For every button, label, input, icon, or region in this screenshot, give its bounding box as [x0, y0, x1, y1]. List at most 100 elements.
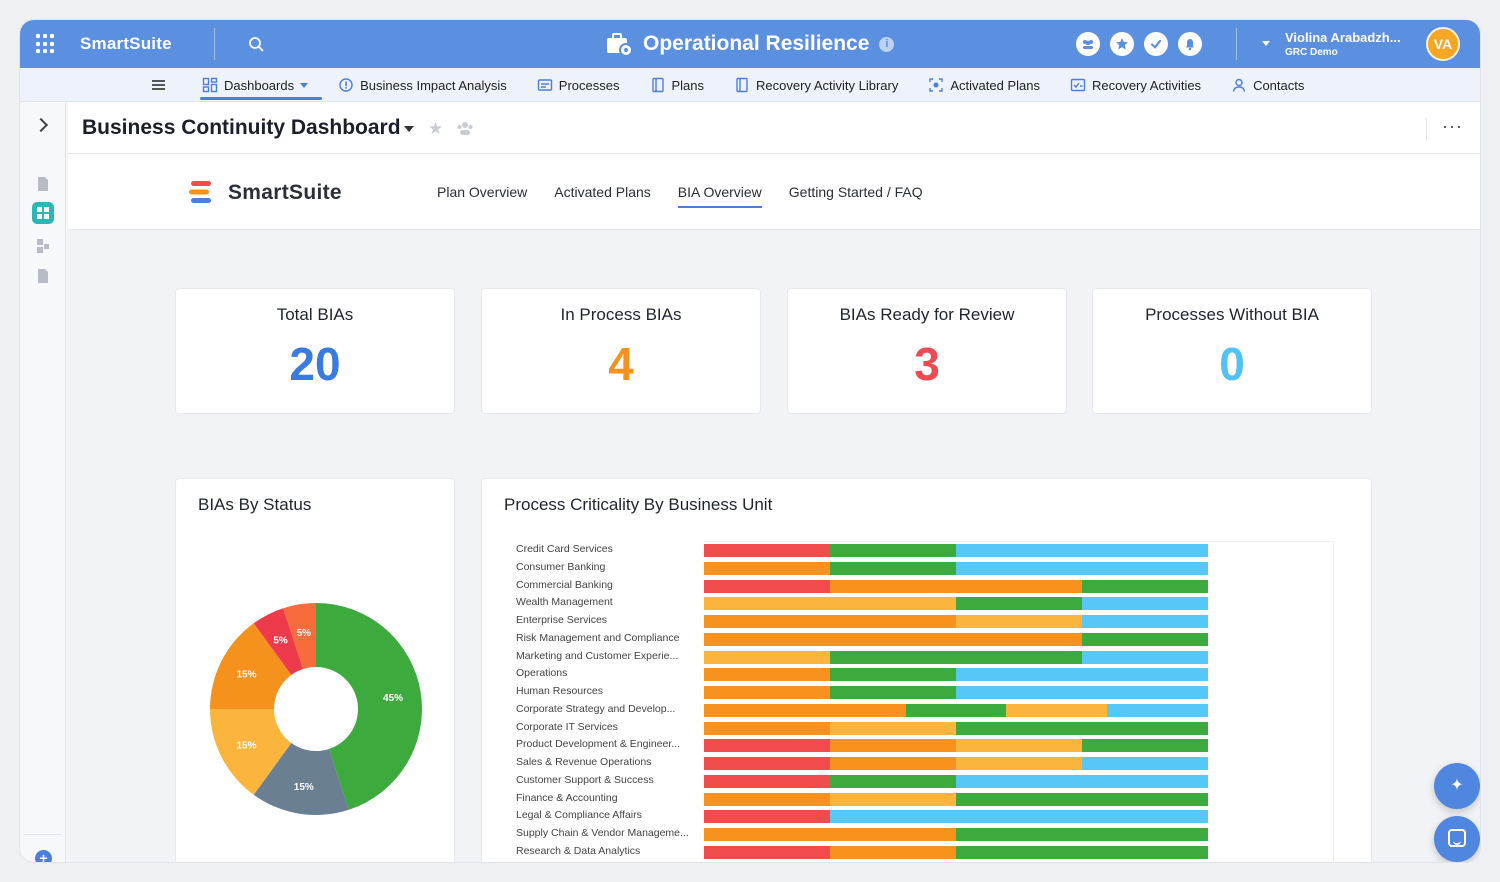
bar-segment[interactable]	[704, 757, 830, 770]
bar-segment[interactable]	[830, 792, 956, 806]
bar-segment[interactable]	[830, 774, 956, 788]
user-menu-chevron-icon[interactable]	[1262, 41, 1270, 46]
bar-segment[interactable]	[956, 668, 1208, 682]
donut-slice[interactable]	[253, 608, 304, 676]
bar-segment[interactable]	[1082, 597, 1208, 611]
tab-bia-overview[interactable]: BIA Overview	[677, 154, 762, 230]
brand-name[interactable]: SmartSuite	[80, 34, 172, 53]
bar-segment[interactable]	[830, 757, 956, 770]
bar-segment[interactable]	[956, 597, 1082, 611]
bar-segment[interactable]	[956, 828, 1208, 841]
more-options-icon[interactable]: ···	[1442, 116, 1463, 136]
bar-segment[interactable]	[704, 632, 1082, 646]
bar-segment[interactable]	[704, 561, 830, 575]
bar-segment[interactable]	[1082, 579, 1208, 593]
search-icon[interactable]	[248, 36, 264, 52]
tab-plan-overview[interactable]: Plan Overview	[437, 184, 528, 200]
bar-segment[interactable]	[1082, 632, 1208, 646]
share-users-icon[interactable]	[456, 120, 474, 136]
bar-segment[interactable]	[704, 686, 830, 699]
bar-segment[interactable]	[905, 703, 1007, 717]
expand-chevron-icon[interactable]	[33, 117, 49, 133]
chevron-down-icon[interactable]	[404, 126, 414, 132]
bar-segment[interactable]	[704, 739, 830, 753]
bar-segment[interactable]	[830, 845, 956, 859]
bar-segment[interactable]	[830, 561, 956, 575]
bar-segment[interactable]	[956, 721, 1208, 735]
bar-segment[interactable]	[956, 686, 1208, 699]
document-icon[interactable]	[36, 268, 50, 284]
bar-segment[interactable]	[704, 774, 830, 788]
bar-segment[interactable]	[704, 597, 956, 611]
nav-item-activated-plans[interactable]: Activated Plans	[926, 68, 1054, 102]
nav-item-recovery-activities[interactable]: Recovery Activities	[1068, 68, 1215, 102]
bar-segment[interactable]	[1006, 703, 1108, 717]
tab-getting-started[interactable]: Getting Started / FAQ	[788, 184, 923, 200]
bar-segment[interactable]	[704, 703, 805, 717]
bar-segment[interactable]	[956, 739, 1082, 753]
tab-activated-plans[interactable]: Activated Plans	[554, 184, 651, 200]
bar-segment[interactable]	[830, 544, 956, 557]
page-title[interactable]: Business Continuity Dashboard	[82, 116, 401, 139]
donut-slice[interactable]	[253, 742, 349, 815]
bar-segment[interactable]	[830, 739, 956, 753]
bar-segment[interactable]	[704, 544, 830, 557]
favorite-star-icon[interactable]	[1110, 32, 1134, 56]
nav-item-dashboards[interactable]: Dashboards	[200, 68, 323, 102]
bar-segment[interactable]	[704, 650, 830, 664]
bar-segment[interactable]	[704, 668, 830, 682]
bar-segment[interactable]	[830, 668, 956, 682]
bar-segment[interactable]	[956, 757, 1082, 770]
bar-segment[interactable]	[956, 544, 1208, 557]
bar-segment[interactable]	[1082, 615, 1208, 628]
bar-segment[interactable]	[956, 561, 1208, 575]
bar-segment[interactable]	[704, 828, 956, 841]
bar-segment[interactable]	[704, 721, 830, 735]
donut-slice[interactable]	[210, 623, 292, 709]
bar-segment[interactable]	[830, 686, 956, 699]
bar-segment[interactable]	[956, 845, 1208, 859]
bar-segment[interactable]	[956, 792, 1208, 806]
apps-grid-icon[interactable]	[36, 34, 56, 54]
donut-slice[interactable]	[283, 603, 316, 670]
team-icon[interactable]	[1076, 32, 1100, 56]
bar-segment[interactable]	[704, 810, 830, 824]
bar-segment[interactable]	[830, 650, 1082, 664]
bar-segment[interactable]	[830, 579, 1082, 593]
bar-segment[interactable]	[704, 845, 830, 859]
info-icon[interactable]: i	[879, 36, 895, 52]
dashboard-view-icon[interactable]	[32, 202, 54, 224]
bar-segment[interactable]	[804, 703, 906, 717]
bar-segment[interactable]	[1082, 739, 1208, 753]
donut-slice[interactable]	[210, 709, 292, 795]
star-icon[interactable]: ★	[428, 119, 444, 138]
user-name[interactable]: Violina Arabadzh...	[1285, 30, 1401, 45]
chat-support-icon[interactable]	[1434, 816, 1480, 862]
nav-item-contacts[interactable]: Contacts	[1229, 68, 1318, 102]
nav-item-business-impact-analysis[interactable]: Business Impact Analysis	[336, 68, 521, 102]
donut-slice[interactable]	[316, 603, 423, 810]
check-icon[interactable]	[1144, 32, 1168, 56]
layout-icon[interactable]	[36, 238, 50, 254]
nav-item-label: Processes	[558, 77, 620, 93]
bar-segment[interactable]	[704, 579, 830, 593]
bar-segment[interactable]	[830, 810, 1208, 824]
nav-item-label: Dashboards	[224, 77, 295, 93]
nav-item-plans[interactable]: Plans	[648, 68, 719, 102]
nav-item-processes[interactable]: Processes	[535, 68, 634, 102]
bar-segment[interactable]	[704, 615, 956, 628]
nav-item-recovery-activity-library[interactable]: Recovery Activity Library	[732, 68, 912, 102]
bar-segment[interactable]	[956, 774, 1208, 788]
bar-segment[interactable]	[704, 792, 830, 806]
bar-segment[interactable]	[830, 721, 956, 735]
bar-segment[interactable]	[956, 615, 1082, 628]
bar-segment[interactable]	[1082, 650, 1208, 664]
avatar[interactable]: VA	[1426, 27, 1460, 61]
menu-hamburger-icon[interactable]	[152, 80, 165, 90]
add-icon[interactable]: +	[35, 850, 52, 862]
ai-assistant-sparkle-icon[interactable]: ✦	[1434, 763, 1480, 809]
notification-bell-icon[interactable]	[1178, 32, 1202, 56]
document-icon[interactable]	[36, 176, 50, 192]
bar-segment[interactable]	[1107, 703, 1208, 717]
bar-segment[interactable]	[1082, 757, 1208, 770]
